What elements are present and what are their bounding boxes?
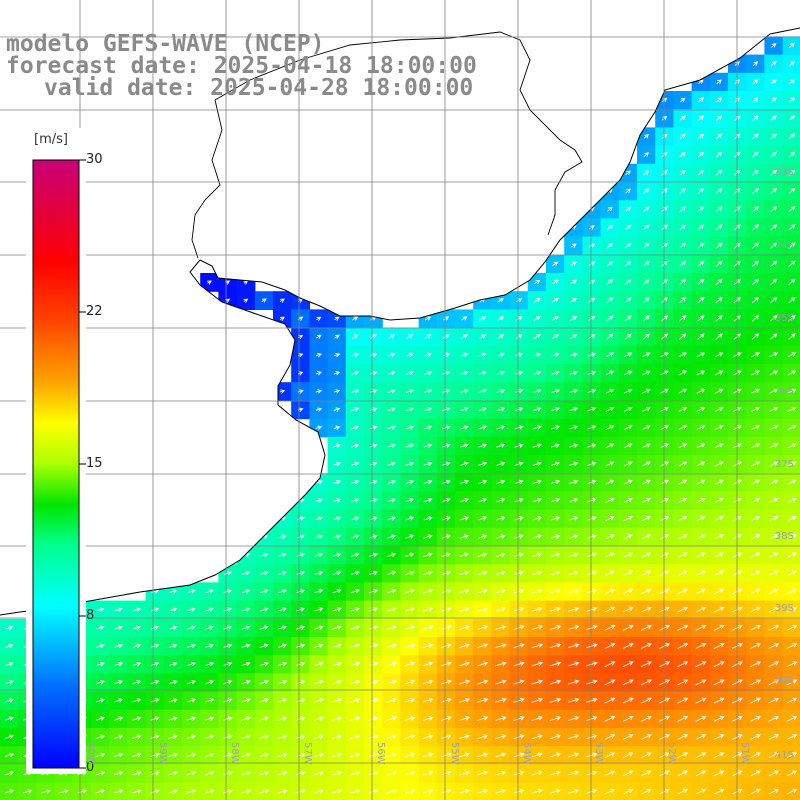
lon-label-51w: 51W <box>739 742 750 765</box>
lon-label-59w: 59W <box>157 742 168 765</box>
lon-label-53w: 53W <box>593 742 604 765</box>
lat-label-40s: 40S <box>774 675 794 686</box>
colorbar-tick-22: 22 <box>86 304 103 319</box>
lon-label-54w: 54W <box>521 742 532 765</box>
lat-label-38s: 38S <box>774 531 794 542</box>
lat-label-33s: 33S <box>774 167 794 178</box>
lon-label-52w: 52W <box>666 742 677 765</box>
border-line-north <box>214 31 583 236</box>
colorbar-tick-8: 8 <box>86 608 95 623</box>
model-title: modelo GEFS-WAVE (NCEP) <box>6 31 325 57</box>
land-area <box>0 0 800 615</box>
colorbar <box>32 159 80 769</box>
lat-label-36s: 36S <box>774 386 794 397</box>
border-line-west <box>191 99 223 259</box>
valid-date: valid date: 2025-04-28 18:00:00 <box>44 75 474 101</box>
lon-label-56w: 56W <box>375 742 386 765</box>
colorbar-tick-30: 30 <box>86 152 103 167</box>
lon-label-57w: 57W <box>302 742 313 765</box>
forecast-date: forecast date: 2025-04-18 18:00:00 <box>6 53 477 79</box>
lat-label-39s: 39S <box>774 603 794 614</box>
colorbar-tick-15: 15 <box>86 456 103 471</box>
lat-label-35s: 35S <box>774 313 794 324</box>
colorbar-unit: [m/s] <box>34 132 68 147</box>
lat-label-34s: 34S <box>774 240 794 251</box>
lon-label-55w: 55W <box>449 742 460 765</box>
lat-label-41s: 41S <box>774 750 794 761</box>
coastline <box>0 27 800 616</box>
lat-label-37s: 37S <box>774 459 794 470</box>
lon-label-58w: 58W <box>229 742 240 765</box>
colorbar-tick-0: 0 <box>86 760 95 775</box>
wind-arrows <box>4 42 798 795</box>
lon-label-60w: 60W <box>85 742 96 765</box>
